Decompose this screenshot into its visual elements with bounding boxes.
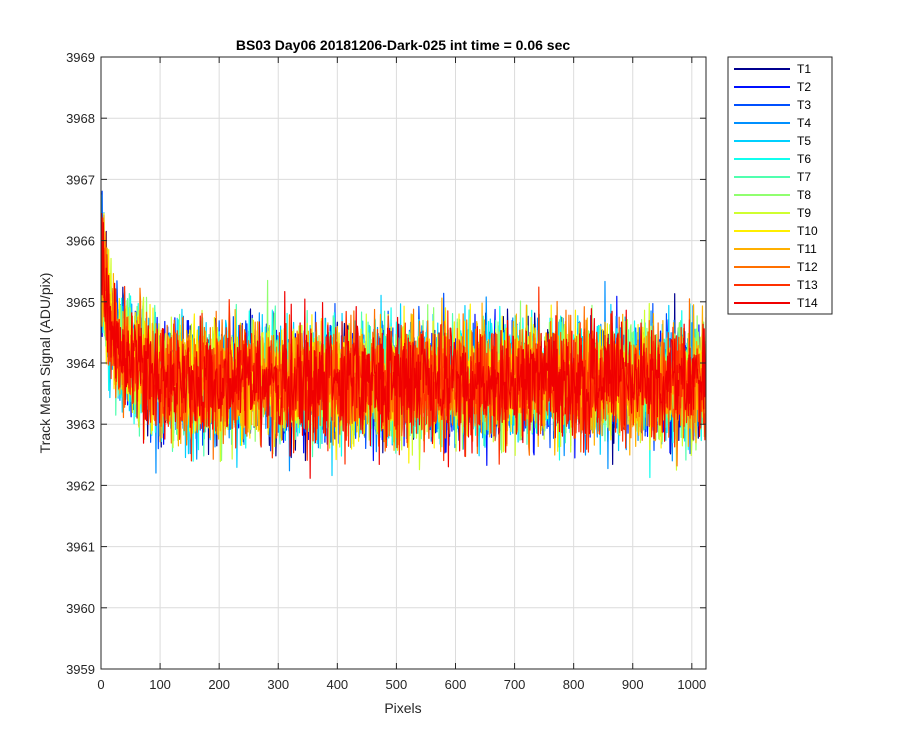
legend-label-t10: T10 xyxy=(797,224,818,238)
x-tick-label: 800 xyxy=(563,677,585,692)
legend-label-t1: T1 xyxy=(797,62,811,76)
legend-label-t13: T13 xyxy=(797,278,818,292)
legend-label-t12: T12 xyxy=(797,260,818,274)
x-tick-label: 300 xyxy=(267,677,289,692)
series-group xyxy=(101,190,706,479)
legend-label-t14: T14 xyxy=(797,296,818,310)
x-tick-label: 500 xyxy=(386,677,408,692)
x-tick-label: 100 xyxy=(149,677,171,692)
legend-label-t11: T11 xyxy=(797,242,817,256)
y-tick-label: 3959 xyxy=(66,662,95,677)
legend-label-t9: T9 xyxy=(797,206,811,220)
x-tick-label: 900 xyxy=(622,677,644,692)
legend-label-t5: T5 xyxy=(797,134,811,148)
x-tick-label: 1000 xyxy=(677,677,706,692)
series-line-t14 xyxy=(101,213,706,479)
legend-label-t2: T2 xyxy=(797,80,811,94)
ticks: 0 100 200 300 400 500 600 700 800 900 1000 3959 3960… xyxy=(66,50,706,692)
y-tick-label: 3967 xyxy=(66,172,95,187)
x-tick-label: 200 xyxy=(208,677,230,692)
legend-box xyxy=(727,56,833,315)
x-tick-label: 600 xyxy=(445,677,467,692)
legend-label-t7: T7 xyxy=(797,170,811,184)
x-tick-label: 400 xyxy=(326,677,348,692)
legend-label-t3: T3 xyxy=(797,98,811,112)
legend: T1 T2 T3 T4 T5 T6 T7 T8 T9 T10 T11 T12 T13 T14 xyxy=(727,56,833,315)
y-tick-label: 3965 xyxy=(66,295,95,310)
y-axis-label: Track Mean Signal (ADU/pix) xyxy=(37,273,53,454)
y-tick-label: 3963 xyxy=(66,417,95,432)
legend-label-t6: T6 xyxy=(797,152,811,166)
y-tick-label: 3961 xyxy=(66,540,95,555)
x-tick-label: 700 xyxy=(504,677,526,692)
y-tick-label: 3966 xyxy=(66,234,95,249)
y-tick-label: 3968 xyxy=(66,111,95,126)
y-tick-label: 3969 xyxy=(66,50,95,65)
x-tick-label: 0 xyxy=(97,677,104,692)
y-tick-label: 3964 xyxy=(66,356,95,371)
y-tick-label: 3962 xyxy=(66,478,95,493)
x-axis-label: Pixels xyxy=(384,700,421,716)
legend-label-t8: T8 xyxy=(797,188,811,202)
legend-label-t4: T4 xyxy=(797,116,811,130)
chart-title: BS03 Day06 20181206-Dark-025 int time = … xyxy=(236,37,570,53)
y-tick-label: 3960 xyxy=(66,601,95,616)
